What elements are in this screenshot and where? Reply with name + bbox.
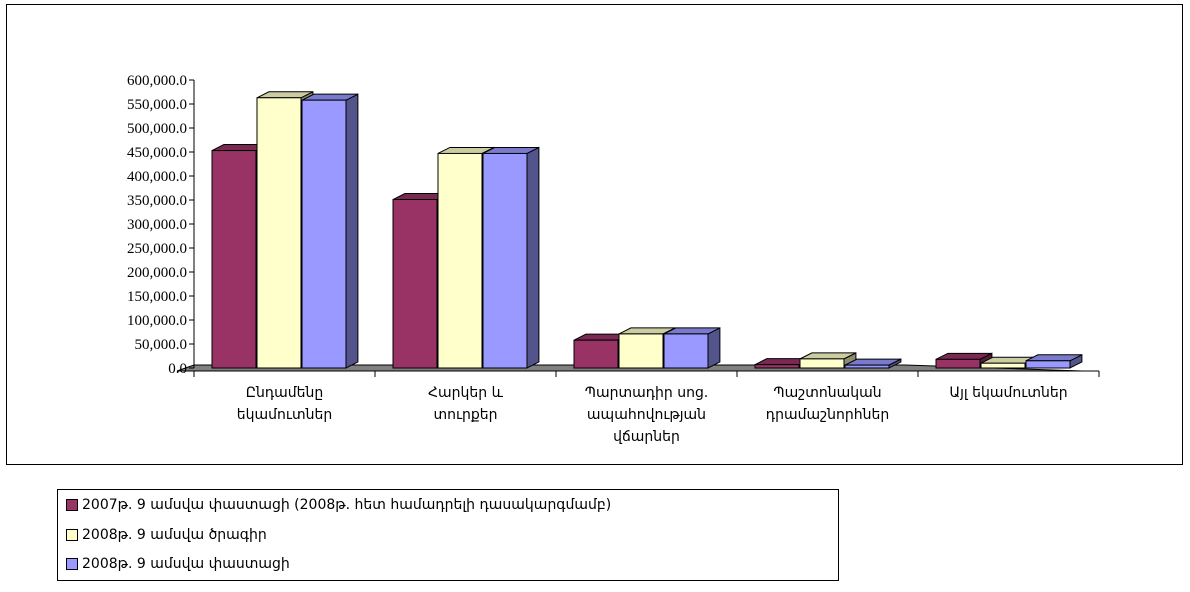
bar-front xyxy=(1025,360,1071,369)
y-tick-label: 0.0 xyxy=(168,361,187,377)
bar-4-series-3 xyxy=(844,358,902,369)
y-tick-label: 300,000.0 xyxy=(127,217,187,233)
bar-front xyxy=(211,150,257,369)
y-tick-label: 350,000.0 xyxy=(127,193,187,209)
chart-legend: 2007թ. 9 ամսվա փաստացի (2008թ. հետ համադ… xyxy=(57,489,839,581)
x-category-label: Ընդամենը xyxy=(246,385,324,401)
bar-front xyxy=(301,99,347,369)
bar-front xyxy=(844,364,890,369)
y-tick-label: 100,000.0 xyxy=(127,313,187,329)
bar-front xyxy=(573,339,619,369)
x-category-label: Հարկեր և xyxy=(428,385,504,401)
y-tick-label: 450,000.0 xyxy=(127,145,187,161)
x-category-label: դրամաշնորհներ xyxy=(766,407,889,423)
bar-front xyxy=(799,358,845,369)
legend-swatch-series-2 xyxy=(66,529,78,541)
bar-front xyxy=(935,358,981,369)
bar-front xyxy=(980,362,1026,369)
y-tick-label: 50,000.0 xyxy=(135,337,188,353)
bar-3-series-3 xyxy=(663,327,721,369)
bar-front xyxy=(392,199,438,369)
bar-front xyxy=(754,364,800,369)
legend-item-series-1: 2007թ. 9 ամսվա փաստացի (2008թ. հետ համադ… xyxy=(66,494,611,516)
x-category-label: Պարտադիր սոց. xyxy=(585,385,709,401)
legend-label-series-2: 2008թ. 9 ամսվա ծրագիր xyxy=(82,527,267,543)
bar-1-series-3 xyxy=(301,93,359,369)
bar-side xyxy=(345,93,359,369)
bar-2-series-3 xyxy=(482,146,540,369)
legend-swatch-series-3 xyxy=(66,558,78,570)
x-category-label: ապահովության xyxy=(587,407,706,423)
y-tick-label: 200,000.0 xyxy=(127,265,187,281)
x-category-label: տուրքեր xyxy=(433,407,497,423)
legend-item-series-2: 2008թ. 9 ամսվա ծրագիր xyxy=(66,524,267,546)
chart-frame xyxy=(6,4,1183,465)
legend-label-series-1: 2007թ. 9 ամսվա փաստացի (2008թ. հետ համադ… xyxy=(82,497,612,513)
x-category-label: վճարներ xyxy=(613,429,680,445)
x-category-label: եկամուտներ xyxy=(237,407,332,423)
y-tick-label: 500,000.0 xyxy=(127,121,187,137)
legend-swatch-series-1 xyxy=(66,499,78,511)
legend-item-series-3: 2008թ. 9 ամսվա փաստացի xyxy=(66,553,290,575)
bar-front xyxy=(482,152,528,369)
bar-front xyxy=(618,333,664,369)
bar-side xyxy=(707,327,721,369)
bar-front xyxy=(663,333,709,369)
y-tick-label: 400,000.0 xyxy=(127,169,187,185)
y-tick-label: 600,000.0 xyxy=(127,73,187,89)
x-category-label: Այլ եկամուտներ xyxy=(949,385,1067,401)
bar-front xyxy=(256,97,302,369)
y-tick-label: 250,000.0 xyxy=(127,241,187,257)
y-tick-label: 150,000.0 xyxy=(127,289,187,305)
bar-5-series-3 xyxy=(1025,353,1083,369)
bar-side xyxy=(526,146,540,369)
bar-front xyxy=(437,152,483,369)
x-category-label: Պաշտոնական xyxy=(773,385,881,401)
y-tick-label: 550,000.0 xyxy=(127,97,187,113)
legend-label-series-3: 2008թ. 9 ամսվա փաստացի xyxy=(82,556,290,572)
bar-chart: 0.0 50,000.0 100,000.0 150,000.0 200,000.0 25… xyxy=(127,73,1100,445)
